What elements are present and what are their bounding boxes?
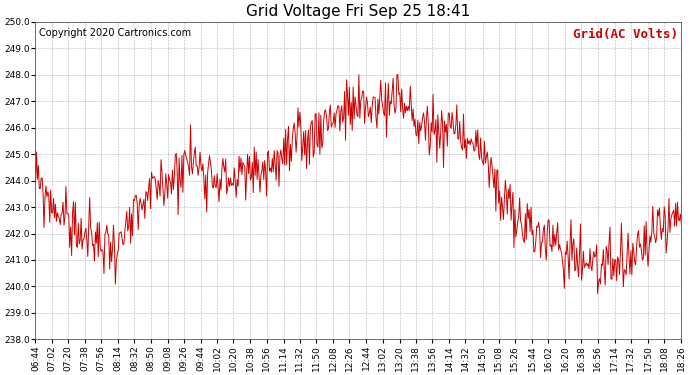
Text: Grid(AC Volts): Grid(AC Volts): [573, 28, 678, 41]
Title: Grid Voltage Fri Sep 25 18:41: Grid Voltage Fri Sep 25 18:41: [246, 4, 471, 19]
Text: Copyright 2020 Cartronics.com: Copyright 2020 Cartronics.com: [39, 28, 191, 38]
